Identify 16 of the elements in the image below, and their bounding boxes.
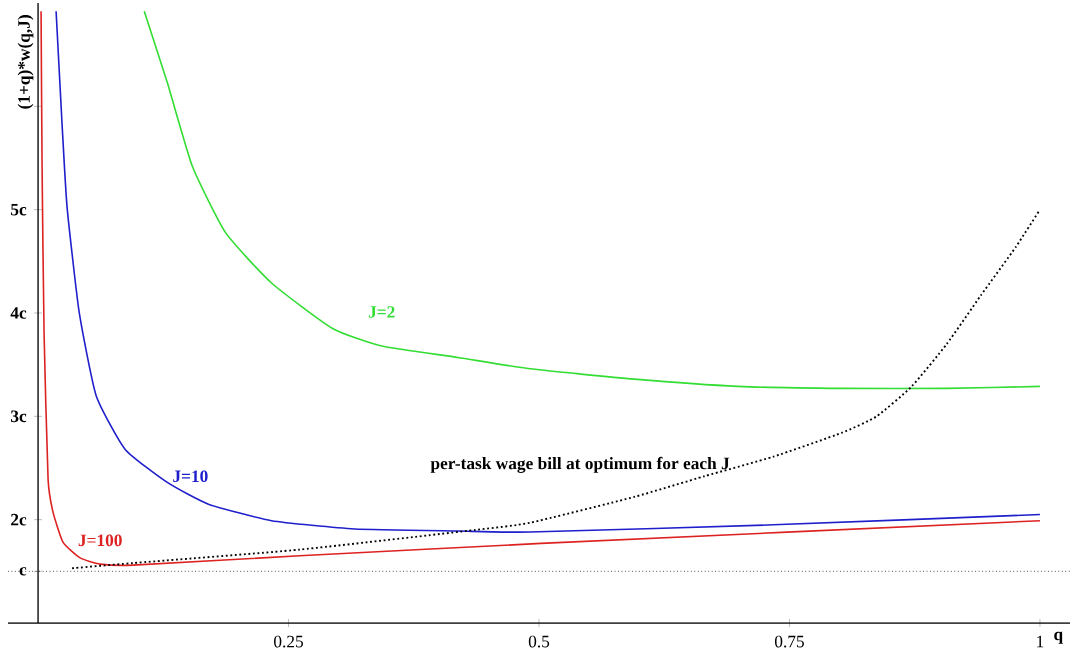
y-tick-label: 5c: [11, 203, 27, 216]
series-label: J=100: [78, 534, 122, 547]
series-label: J=10: [173, 470, 208, 483]
y-tick-label: 2c: [11, 513, 27, 526]
line-series: [143, 10, 1041, 390]
x-tick-label: 0.75: [774, 635, 804, 648]
series-label: per-task wage bill at optimum for each J: [430, 456, 730, 473]
x-axis-title: q: [1054, 631, 1063, 644]
y-tick-label: c: [19, 567, 27, 576]
y-axis-title: (1+q)*w(q,J): [17, 15, 34, 109]
y-tick-label: 4c: [10, 307, 27, 319]
series-label: J=2: [368, 306, 395, 318]
x-tick-label: 0.5: [528, 635, 550, 648]
x-tick-label: 0.25: [274, 635, 304, 648]
x-tick-label: 1: [1037, 635, 1044, 648]
y-tick-label: 3c: [10, 410, 27, 423]
